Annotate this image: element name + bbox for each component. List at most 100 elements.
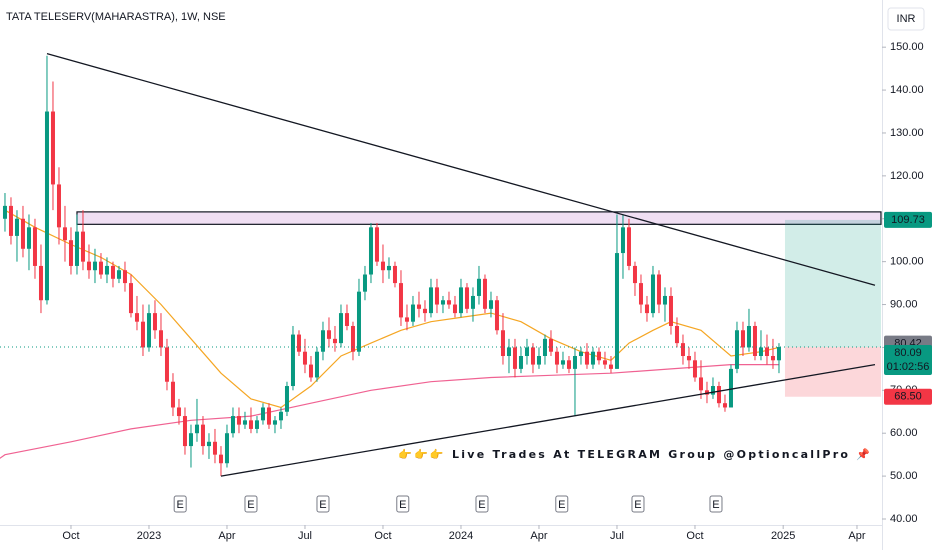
candle-body: [236, 416, 241, 425]
candle-body: [506, 347, 511, 357]
plot-area: [0, 52, 882, 477]
candle-body: [320, 330, 325, 352]
candle-body: [110, 265, 115, 279]
earnings-marker: [475, 495, 489, 513]
candle-body: [422, 308, 427, 314]
candle-body: [464, 287, 469, 309]
candle-body: [620, 227, 625, 254]
candle-body: [86, 261, 91, 271]
candle-body: [68, 240, 73, 266]
candle-body: [146, 313, 151, 348]
candle-body: [56, 184, 61, 228]
price-label-box: [884, 211, 932, 228]
candle-body: [152, 313, 157, 331]
y-tick-label: 150.00: [890, 41, 924, 53]
price-label: 68.50: [894, 391, 922, 403]
candle-body: [674, 325, 679, 344]
candle-body: [326, 330, 331, 339]
candle-body: [644, 304, 649, 314]
candle-body: [260, 407, 265, 421]
candle-body: [350, 325, 355, 352]
candle-body: [308, 364, 313, 378]
candle-body: [92, 261, 97, 271]
candle-body: [140, 321, 145, 348]
candle-body: [98, 261, 103, 275]
candle-body: [770, 356, 775, 361]
candle-body: [188, 433, 193, 447]
candle-body: [374, 227, 379, 262]
candle-body: [488, 300, 493, 309]
chart-title: TATA TELESERV(MAHARASTRA), 1W, NSE: [6, 11, 226, 23]
candle-body: [14, 218, 19, 236]
resistance-zone: [76, 211, 882, 225]
moving-average: [4, 209, 780, 409]
candle-body: [602, 360, 607, 365]
earnings-label: E: [247, 499, 254, 511]
candle-body: [170, 381, 175, 408]
candle-body: [584, 351, 589, 365]
x-tick-label: 2023: [137, 530, 161, 542]
earnings-label: E: [712, 499, 719, 511]
candle-body: [470, 295, 475, 309]
candle-body: [434, 287, 439, 305]
candle-body: [554, 351, 559, 365]
candle-body: [410, 304, 415, 322]
candle-body: [722, 403, 727, 408]
candle-body: [458, 287, 463, 314]
candle-body: [356, 291, 361, 352]
candle-body: [32, 227, 37, 266]
candle-body: [428, 287, 433, 314]
candle-body: [20, 218, 25, 249]
candle-body: [560, 360, 565, 365]
x-tick-label: Oct: [374, 530, 391, 542]
candle-body: [338, 313, 343, 344]
candle-body: [656, 274, 661, 305]
candle-body: [278, 411, 283, 421]
earnings-label: E: [399, 499, 406, 511]
candle-body: [452, 304, 457, 314]
candle-body: [38, 265, 43, 301]
candle-body: [662, 295, 667, 305]
candle-body: [716, 386, 721, 404]
candle-body: [398, 283, 403, 318]
candle-body: [764, 347, 769, 357]
candle-body: [194, 424, 199, 434]
candle-body: [212, 441, 217, 455]
countdown: 01:02:56: [887, 361, 930, 373]
candle-body: [494, 300, 499, 331]
candle-body: [50, 111, 55, 185]
candle-body: [80, 231, 85, 262]
candle-body: [476, 278, 481, 296]
candle-body: [176, 407, 181, 417]
currency-box[interactable]: [887, 7, 925, 31]
candle-body: [254, 420, 259, 429]
candle-body: [698, 377, 703, 391]
candle-body: [182, 416, 187, 447]
earnings-marker: [555, 495, 569, 513]
earnings-label: E: [177, 499, 184, 511]
candle-body: [776, 347, 781, 361]
x-tick-label: 2024: [449, 530, 473, 542]
candle-body: [164, 347, 169, 382]
candle-body: [692, 360, 697, 378]
candle-body: [224, 433, 229, 464]
candle-body: [440, 300, 445, 305]
x-tick-label: Apr: [218, 530, 235, 542]
x-tick-label: Oct: [686, 530, 703, 542]
candle-body: [266, 407, 271, 425]
candle-body: [536, 356, 541, 365]
candle-body: [668, 295, 673, 326]
candle-body: [104, 265, 109, 275]
candle-body: [578, 351, 583, 357]
candle-body: [638, 283, 643, 305]
y-tick-label: 50.00: [890, 470, 918, 482]
candle-body: [284, 386, 289, 412]
candle-body: [332, 338, 337, 344]
candle-body: [344, 313, 349, 326]
earnings-marker: [173, 495, 187, 513]
price-label: 80.09: [894, 347, 922, 359]
earnings-label: E: [319, 499, 326, 511]
y-tick-label: 60.00: [890, 427, 918, 439]
candle-body: [248, 420, 253, 429]
candle-body: [446, 300, 451, 305]
